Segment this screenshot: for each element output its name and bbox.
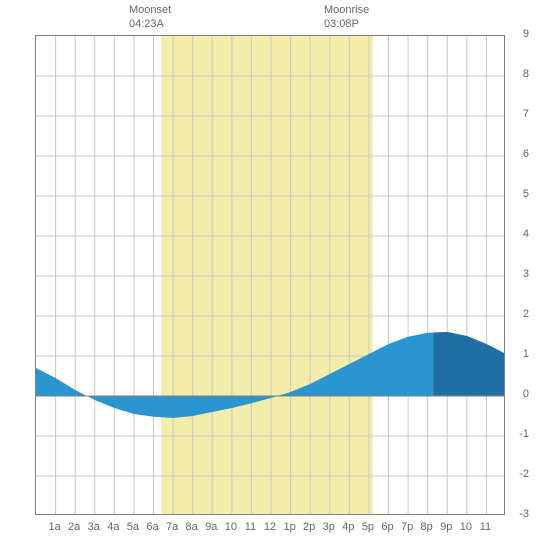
x-tick-label: 5a — [123, 521, 143, 533]
y-tick-label: 3 — [511, 268, 529, 280]
y-tick-label: 8 — [511, 68, 529, 80]
x-tick-label: 10 — [456, 521, 476, 533]
x-tick-label: 1a — [45, 521, 65, 533]
y-tick-label: 4 — [511, 228, 529, 240]
x-tick-label: 1p — [280, 521, 300, 533]
moonset-title: Moonset — [129, 3, 171, 17]
y-tick-label: 0 — [511, 388, 529, 400]
y-tick-label: 6 — [511, 148, 529, 160]
moonrise-title: Moonrise — [324, 3, 369, 17]
y-tick-label: 1 — [511, 348, 529, 360]
y-tick-label: -1 — [511, 428, 529, 440]
x-tick-label: 9p — [436, 521, 456, 533]
x-tick-label: 5p — [358, 521, 378, 533]
x-tick-label: 4p — [338, 521, 358, 533]
x-tick-label: 7p — [397, 521, 417, 533]
chart-svg — [36, 36, 505, 515]
x-tick-label: 9a — [201, 521, 221, 533]
y-tick-label: -3 — [511, 508, 529, 520]
moonrise-label: Moonrise 03:08P — [324, 3, 369, 31]
x-tick-label: 7a — [162, 521, 182, 533]
moonset-time: 04:23A — [129, 17, 171, 31]
x-tick-label: 4a — [103, 521, 123, 533]
y-tick-label: 5 — [511, 188, 529, 200]
moonset-label: Moonset 04:23A — [129, 3, 171, 31]
y-tick-label: 7 — [511, 108, 529, 120]
y-tick-label: -2 — [511, 468, 529, 480]
x-tick-label: 2a — [64, 521, 84, 533]
x-tick-label: 8a — [182, 521, 202, 533]
x-tick-label: 8p — [417, 521, 437, 533]
x-tick-label: 6p — [378, 521, 398, 533]
moonrise-time: 03:08P — [324, 17, 369, 31]
x-tick-label: 11 — [240, 521, 260, 533]
x-tick-label: 11 — [475, 521, 495, 533]
plot-area — [35, 35, 505, 515]
x-tick-label: 12 — [260, 521, 280, 533]
x-tick-label: 3p — [319, 521, 339, 533]
tide-chart: Moonset 04:23A Moonrise 03:08P 1a2a3a4a5… — [0, 0, 550, 550]
x-tick-label: 6a — [143, 521, 163, 533]
y-tick-label: 2 — [511, 308, 529, 320]
y-tick-label: 9 — [511, 28, 529, 40]
x-tick-label: 2p — [299, 521, 319, 533]
x-tick-label: 3a — [84, 521, 104, 533]
x-tick-label: 10 — [221, 521, 241, 533]
